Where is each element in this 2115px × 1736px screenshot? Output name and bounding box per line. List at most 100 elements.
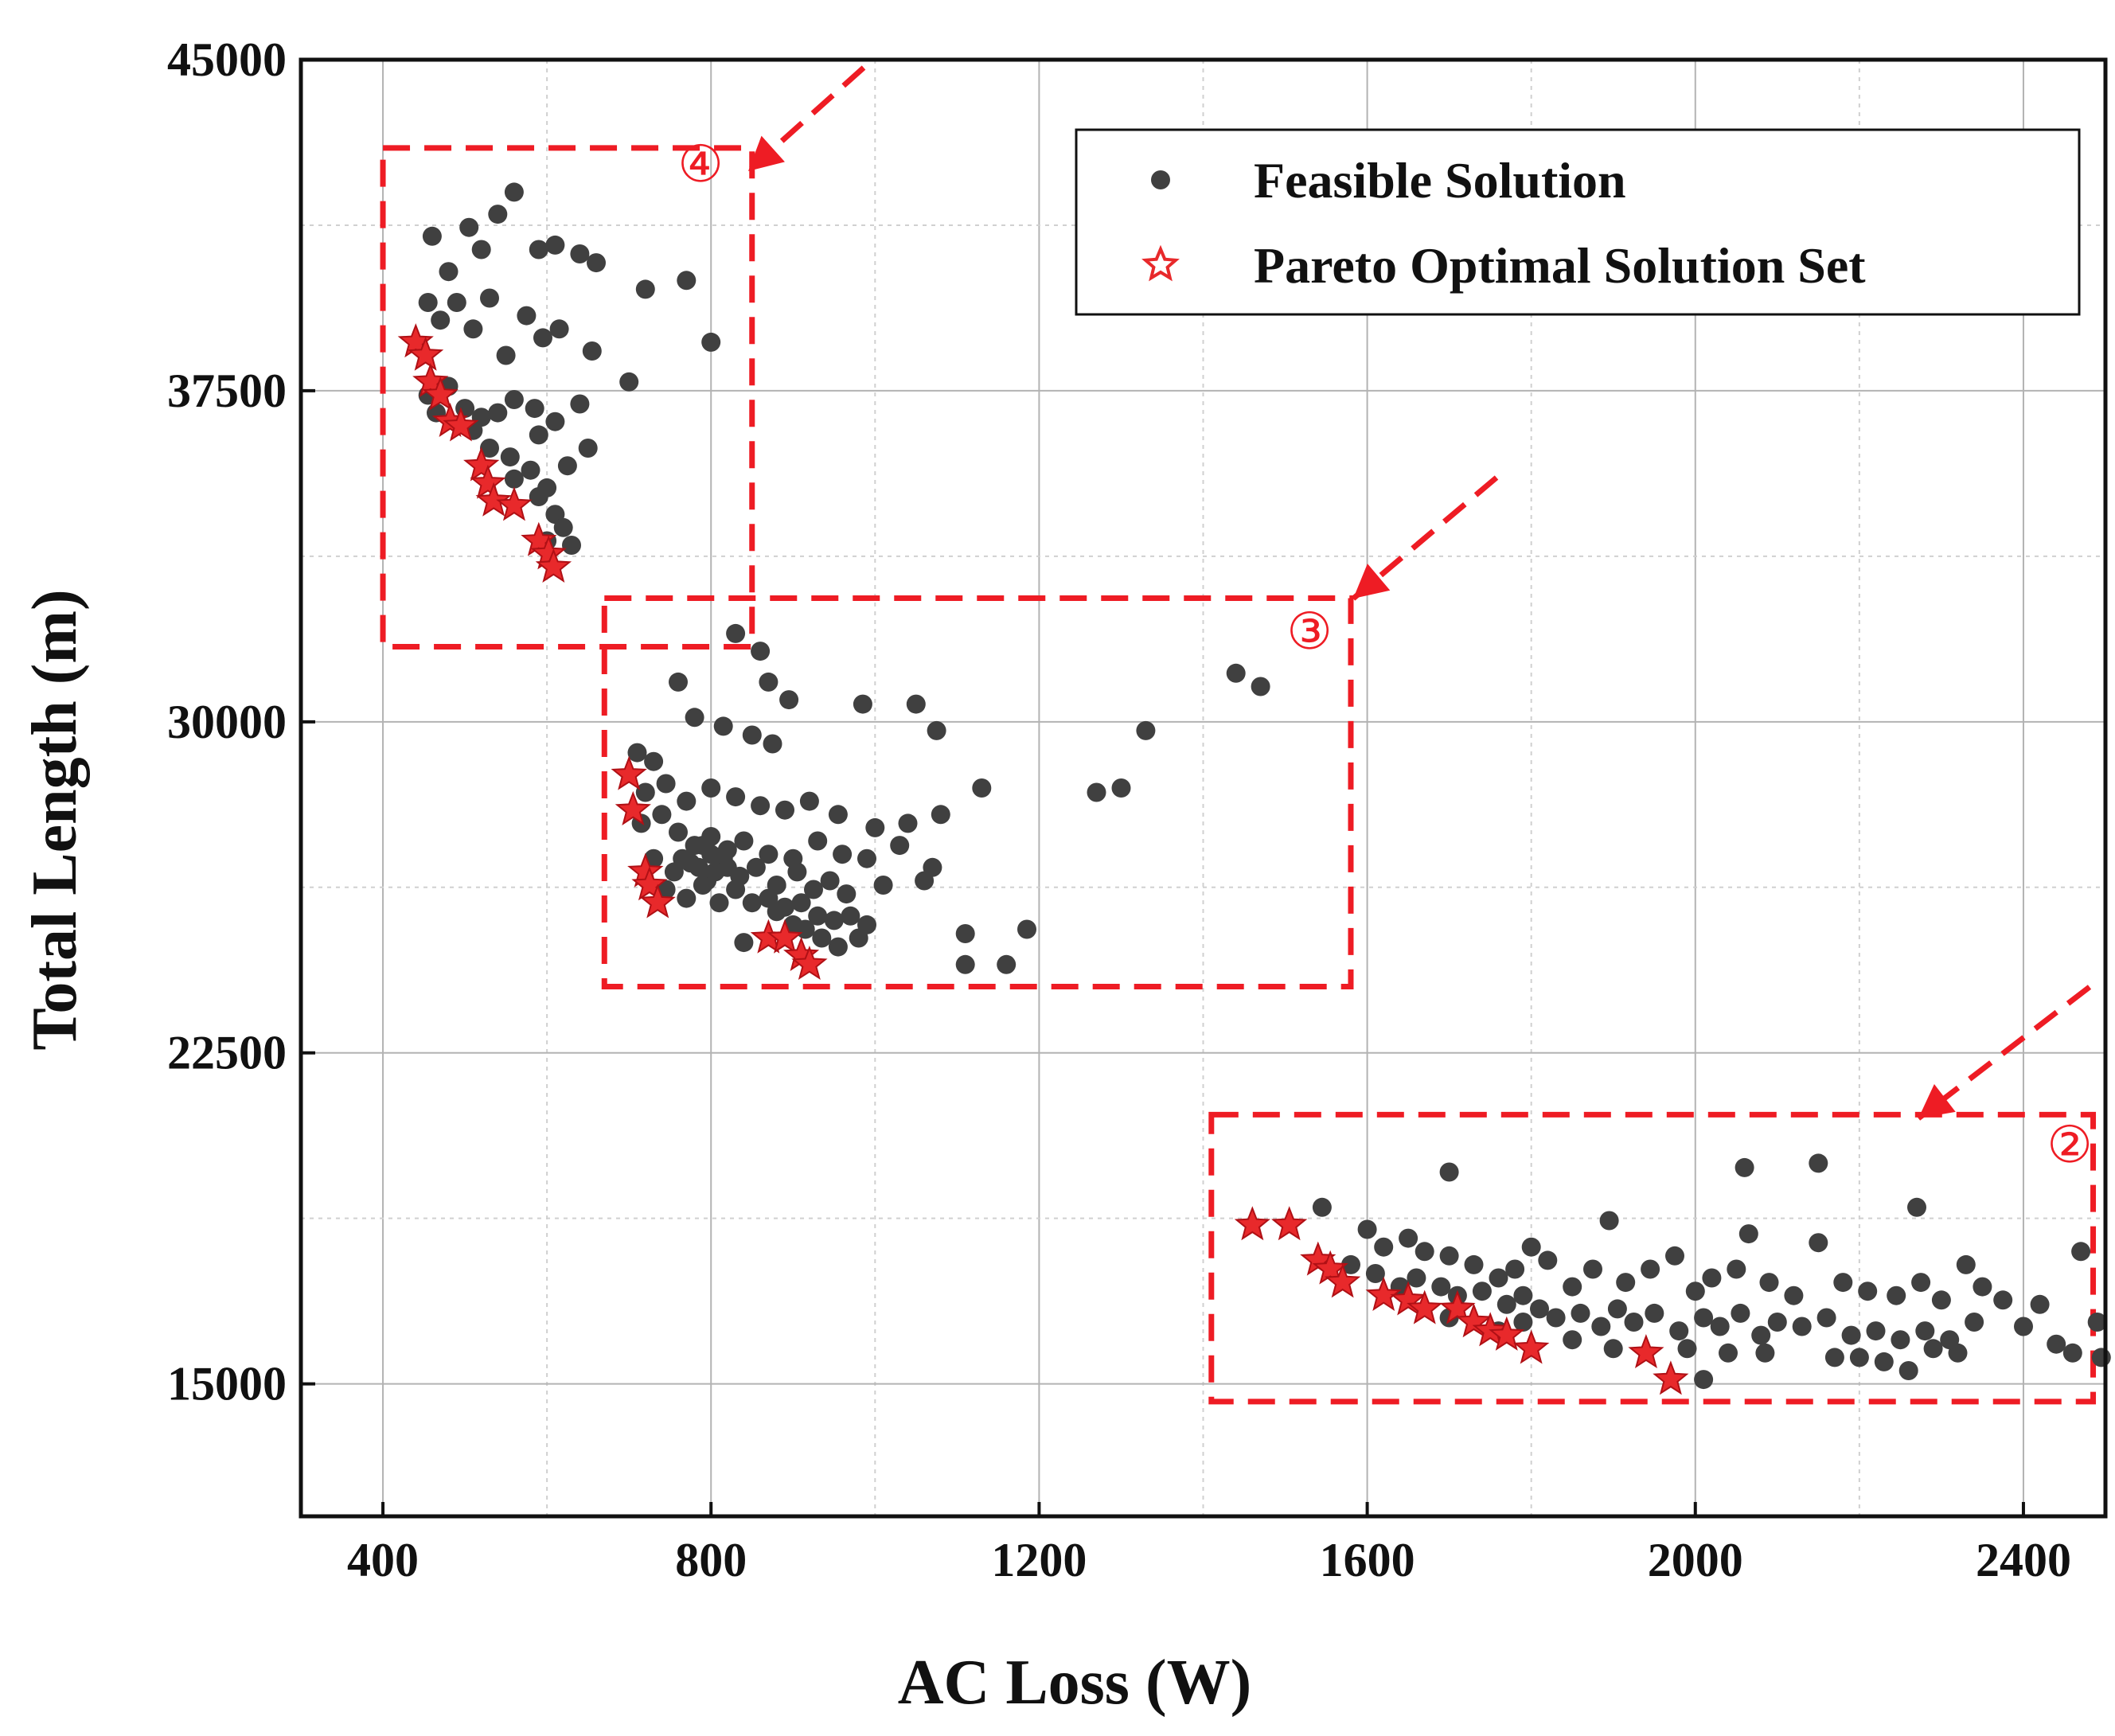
feasible-point bbox=[791, 893, 811, 913]
feasible-point bbox=[1645, 1303, 1664, 1323]
feasible-point bbox=[677, 271, 697, 291]
feasible-point bbox=[2071, 1242, 2091, 1262]
feasible-point bbox=[857, 848, 876, 868]
feasible-point bbox=[529, 240, 548, 259]
feasible-point bbox=[1898, 1361, 1918, 1380]
feasible-point bbox=[1087, 782, 1106, 802]
feasible-point bbox=[795, 919, 815, 939]
feasible-point bbox=[1887, 1285, 1906, 1305]
feasible-point bbox=[763, 734, 782, 754]
feasible-point bbox=[1973, 1277, 1992, 1297]
feasible-point bbox=[459, 217, 479, 237]
feasible-point bbox=[820, 871, 840, 891]
feasible-point bbox=[833, 845, 853, 864]
feasible-point bbox=[1735, 1157, 1754, 1177]
x-tick-label: 1200 bbox=[991, 1534, 1087, 1586]
data-points bbox=[397, 182, 2111, 1395]
feasible-point bbox=[2091, 1348, 2111, 1367]
feasible-point bbox=[1599, 1211, 1619, 1231]
feasible-point bbox=[1017, 919, 1036, 939]
feasible-point bbox=[713, 716, 733, 736]
feasible-point bbox=[1521, 1237, 1541, 1257]
feasible-point bbox=[705, 862, 725, 882]
feasible-point bbox=[1341, 1254, 1360, 1274]
feasible-point bbox=[533, 328, 552, 348]
feasible-point bbox=[1993, 1290, 2013, 1310]
feasible-point bbox=[1809, 1153, 1828, 1173]
annotation-arrow bbox=[1351, 475, 1499, 601]
feasible-point bbox=[431, 310, 451, 330]
feasible-point bbox=[734, 933, 754, 953]
feasible-point bbox=[1546, 1308, 1566, 1328]
feasible-point bbox=[1956, 1254, 1976, 1274]
feasible-point bbox=[972, 778, 992, 798]
feasible-point bbox=[545, 412, 565, 431]
feasible-point bbox=[553, 517, 573, 537]
pareto-point bbox=[408, 336, 444, 371]
x-axis-label: AC Loss (W) bbox=[898, 1648, 1251, 1718]
pareto-point bbox=[470, 464, 506, 499]
y-tick-label: 37500 bbox=[167, 365, 287, 417]
feasible-point bbox=[1755, 1343, 1775, 1363]
annotation-label: ③ bbox=[1286, 603, 1332, 661]
feasible-point bbox=[1439, 1162, 1459, 1182]
feasible-point bbox=[1694, 1370, 1714, 1390]
feasible-point bbox=[677, 791, 697, 811]
feasible-point bbox=[746, 857, 766, 877]
annotation-arrowhead bbox=[748, 135, 785, 171]
y-tick-label: 45000 bbox=[167, 33, 287, 86]
pareto-point bbox=[535, 548, 572, 583]
feasible-point bbox=[1431, 1277, 1451, 1297]
x-tick-label: 800 bbox=[675, 1534, 747, 1586]
x-tick-label: 400 bbox=[347, 1534, 419, 1586]
feasible-point bbox=[504, 182, 524, 202]
feasible-point bbox=[1907, 1197, 1926, 1217]
feasible-point bbox=[775, 800, 794, 820]
feasible-point bbox=[1858, 1282, 1878, 1301]
feasible-point bbox=[1891, 1330, 1910, 1350]
feasible-point bbox=[545, 235, 565, 255]
pareto-point bbox=[1325, 1263, 1361, 1298]
feasible-point bbox=[1472, 1282, 1492, 1301]
x-tick-label: 2000 bbox=[1648, 1534, 1743, 1586]
annotation-box bbox=[1208, 1111, 2097, 1405]
feasible-point bbox=[1824, 1348, 1844, 1367]
pareto-point bbox=[615, 790, 651, 825]
feasible-point bbox=[1931, 1290, 1951, 1310]
annotation-label: ② bbox=[2047, 1116, 2092, 1175]
pareto-point bbox=[1365, 1276, 1402, 1311]
feasible-point bbox=[517, 306, 537, 326]
feasible-point bbox=[1505, 1259, 1525, 1279]
feasible-point bbox=[627, 743, 647, 763]
feasible-point bbox=[787, 862, 807, 882]
feasible-point bbox=[1607, 1299, 1627, 1319]
feasible-point bbox=[480, 288, 499, 308]
y-tick-label: 30000 bbox=[167, 696, 287, 748]
pareto-point bbox=[422, 376, 459, 411]
feasible-point bbox=[1965, 1313, 1984, 1332]
feasible-point bbox=[578, 439, 598, 458]
feasible-point bbox=[500, 447, 520, 467]
feasible-point bbox=[1136, 720, 1156, 740]
feasible-point bbox=[1866, 1321, 1886, 1341]
feasible-point bbox=[1841, 1325, 1861, 1345]
feasible-point bbox=[812, 928, 832, 948]
feasible-point bbox=[525, 399, 544, 419]
feasible-point bbox=[488, 205, 508, 224]
feasible-point bbox=[2062, 1343, 2082, 1363]
feasible-point bbox=[463, 319, 483, 339]
y-tick-label: 22500 bbox=[167, 1027, 287, 1079]
pareto-point bbox=[791, 946, 828, 981]
pareto-point bbox=[767, 919, 803, 954]
feasible-point bbox=[751, 796, 771, 816]
feasible-point bbox=[828, 805, 848, 825]
annotation-arrow bbox=[1916, 985, 2092, 1121]
y-axis-label: Total Length (m) bbox=[20, 589, 90, 1050]
feasible-point bbox=[1538, 1250, 1558, 1270]
feasible-point bbox=[2014, 1317, 2033, 1336]
feasible-point bbox=[1719, 1343, 1738, 1363]
feasible-point bbox=[1767, 1313, 1787, 1332]
feasible-point bbox=[799, 791, 819, 811]
feasible-point bbox=[644, 751, 664, 771]
feasible-point bbox=[521, 460, 540, 480]
